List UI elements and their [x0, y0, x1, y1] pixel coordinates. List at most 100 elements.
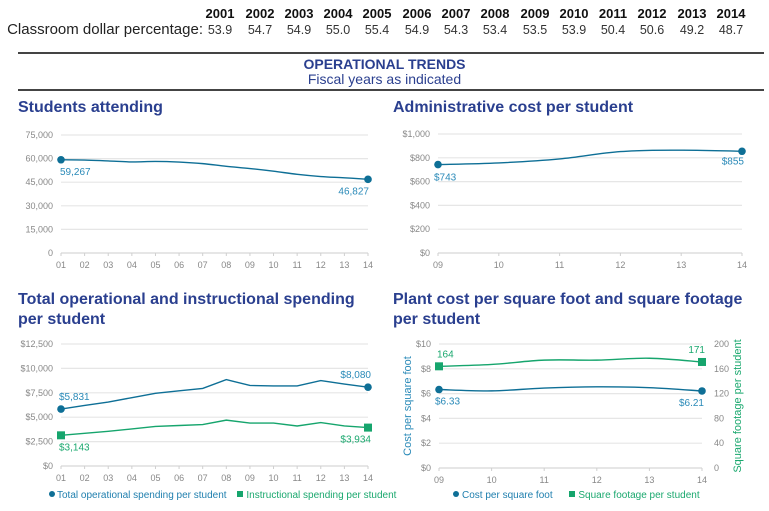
x-tick-label: 07 [198, 260, 208, 270]
year-header: 2014 [716, 6, 746, 21]
y-tick-label: $8 [421, 364, 431, 374]
year-header: 2004 [323, 6, 353, 21]
x-tick-label: 04 [127, 473, 137, 483]
x-tick-label: 13 [339, 473, 349, 483]
y-axis-label: Cost per square foot [402, 356, 414, 456]
year-header: 2005 [362, 6, 392, 21]
chart-title-students: Students attending [18, 99, 163, 116]
x-tick-label: 02 [80, 473, 90, 483]
chart-spending: $0 $2,500 $5,000 $7,500 $10,000 $12,500 01 02 03… [20, 339, 373, 483]
classroom-dollar-value: 53.9 [207, 23, 233, 37]
section-top-rule [18, 52, 764, 54]
year-header: 2008 [480, 6, 510, 21]
x-tick-label: 01 [56, 260, 66, 270]
legend-item-instructional: Instructional spending per student [237, 490, 396, 501]
classroom-dollar-value: 54.3 [443, 23, 469, 37]
year-header: 2009 [520, 6, 550, 21]
y-right-axis-label: Square footage per student [732, 339, 744, 472]
x-tick-label: 12 [316, 260, 326, 270]
data-point-circle [435, 385, 443, 394]
data-point-circle [434, 160, 442, 169]
y-tick-label: $10,000 [20, 363, 53, 373]
x-tick-label: 14 [363, 260, 373, 270]
x-tick-label: 12 [615, 260, 625, 270]
chart-students: 0 15,000 30,000 45,000 60,000 75,000 01 02 03 04 0… [25, 130, 373, 270]
y-right-tick-label: 0 [714, 463, 719, 473]
x-tick-label: 14 [737, 260, 747, 270]
series-line-secondary [60, 419, 369, 437]
x-tick-label: 10 [487, 475, 497, 485]
y-tick-label: 15,000 [25, 224, 53, 234]
x-tick-label: 11 [292, 260, 301, 270]
y-tick-label: $4 [421, 413, 431, 423]
classroom-dollar-value: 53.5 [522, 23, 548, 37]
series-line-primary [60, 378, 369, 410]
data-point-square [364, 423, 372, 432]
y-right-tick-label: 160 [714, 364, 729, 374]
x-tick-label: 09 [245, 473, 255, 483]
x-tick-label: 08 [221, 473, 231, 483]
classroom-dollar-value: 53.4 [482, 23, 508, 37]
year-header: 2007 [441, 6, 471, 21]
y-tick-label: $800 [410, 153, 430, 163]
y-tick-label: 45,000 [25, 177, 53, 187]
y-tick-label: $7,500 [25, 388, 53, 398]
data-point-square [57, 431, 65, 440]
legend-label: Cost per square foot [462, 490, 553, 501]
y-tick-label: $12,500 [20, 339, 53, 349]
data-label: 59,267 [60, 167, 91, 178]
legend-label: Instructional spending per student [246, 490, 397, 501]
series-line-secondary [438, 357, 703, 368]
data-point-circle [364, 383, 372, 391]
section-title: OPERATIONAL TRENDS [303, 56, 466, 72]
chart-title-plant-line2: per student [393, 311, 481, 328]
classroom-dollar-value: 55.4 [364, 23, 390, 37]
classroom-dollar-value: 50.4 [600, 23, 626, 37]
x-tick-label: 05 [150, 473, 160, 483]
y-tick-label: 30,000 [25, 201, 53, 211]
x-tick-label: 09 [434, 475, 444, 485]
classroom-dollar-label: Classroom dollar percentage: [7, 21, 203, 38]
classroom-dollar-value: 55.0 [325, 23, 351, 37]
data-label: 46,827 [338, 186, 369, 197]
chart-title-plant-line1: Plant cost per square foot and square fo… [393, 291, 743, 308]
data-label: $6.33 [435, 397, 460, 408]
classroom-dollar-value: 54.7 [247, 23, 273, 37]
x-tick-label: 11 [540, 475, 549, 485]
legend-square-icon [569, 491, 576, 497]
y-tick-label: $6 [421, 389, 431, 399]
legend-square-icon [237, 491, 244, 497]
classroom-dollar-value: 49.2 [679, 23, 705, 37]
x-tick-label: 04 [127, 260, 137, 270]
x-tick-label: 09 [433, 260, 443, 270]
y-tick-label: $0 [421, 463, 431, 473]
legend-circle-icon [453, 491, 459, 497]
chart-title-admin: Administrative cost per student [393, 99, 634, 116]
x-tick-label: 13 [676, 260, 686, 270]
classroom-dollar-value: 54.9 [286, 23, 312, 37]
year-header: 2010 [559, 6, 589, 21]
data-point-circle [738, 147, 746, 156]
legend-spending: Total operational spending per student I… [49, 490, 396, 501]
x-tick-label: 14 [697, 475, 707, 485]
x-tick-label: 02 [80, 260, 90, 270]
legend-circle-icon [49, 491, 55, 497]
x-tick-label: 06 [174, 260, 184, 270]
y-tick-label: $400 [410, 200, 430, 210]
x-tick-label: 08 [221, 260, 231, 270]
legend-item-sqft-per-student: Square footage per student [569, 490, 700, 501]
x-tick-label: 03 [103, 473, 113, 483]
year-header: 2002 [245, 6, 275, 21]
classroom-dollar-value: 54.9 [404, 23, 430, 37]
y-right-tick-label: 120 [714, 389, 729, 399]
y-right-tick-label: 200 [714, 339, 729, 349]
chart-title-plant: Plant cost per square foot and square fo… [393, 290, 742, 330]
data-point-circle [698, 387, 706, 395]
legend-item-total-operational: Total operational spending per student [49, 490, 227, 501]
year-header: 2013 [677, 6, 707, 21]
year-header: 2001 [205, 6, 235, 21]
data-label: $3,934 [340, 435, 371, 446]
data-label: $855 [722, 156, 745, 167]
y-tick-label: $10 [416, 339, 431, 349]
